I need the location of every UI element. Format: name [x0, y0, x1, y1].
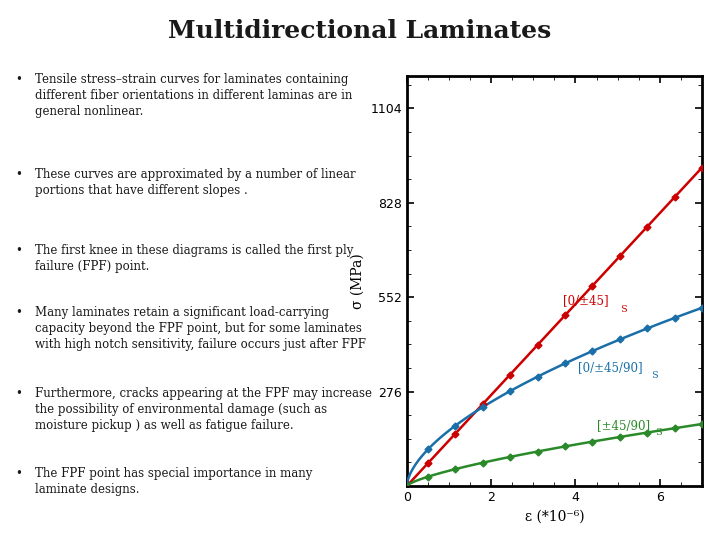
- Text: The FPF point has special importance in many
laminate designs.: The FPF point has special importance in …: [35, 468, 312, 496]
- Text: S: S: [620, 305, 627, 314]
- Y-axis label: σ (MPa): σ (MPa): [351, 253, 365, 309]
- Text: S: S: [655, 428, 662, 437]
- X-axis label: ε (*10⁻⁶): ε (*10⁻⁶): [525, 509, 584, 523]
- Text: •: •: [15, 468, 22, 481]
- Text: The first knee in these diagrams is called the first ply
failure (FPF) point.: The first knee in these diagrams is call…: [35, 244, 353, 273]
- Text: •: •: [15, 73, 22, 86]
- Text: S: S: [652, 372, 658, 380]
- Text: [0/±45]: [0/±45]: [563, 294, 608, 307]
- Text: [0/±45/90]: [0/±45/90]: [577, 361, 642, 374]
- Text: Tensile stress–strain curves for laminates containing
different fiber orientatio: Tensile stress–strain curves for laminat…: [35, 73, 352, 118]
- Text: Multidirectional Laminates: Multidirectional Laminates: [168, 19, 552, 43]
- Text: These curves are approximated by a number of linear
portions that have different: These curves are approximated by a numbe…: [35, 168, 355, 197]
- Text: Many laminates retain a significant load-carrying
capacity beyond the FPF point,: Many laminates retain a significant load…: [35, 306, 366, 351]
- Text: Furthermore, cracks appearing at the FPF may increase
the possibility of environ: Furthermore, cracks appearing at the FPF…: [35, 387, 372, 431]
- Text: •: •: [15, 244, 22, 257]
- Text: •: •: [15, 168, 22, 181]
- Text: •: •: [15, 387, 22, 400]
- Text: [±45/90]: [±45/90]: [597, 420, 649, 433]
- Text: •: •: [15, 306, 22, 319]
